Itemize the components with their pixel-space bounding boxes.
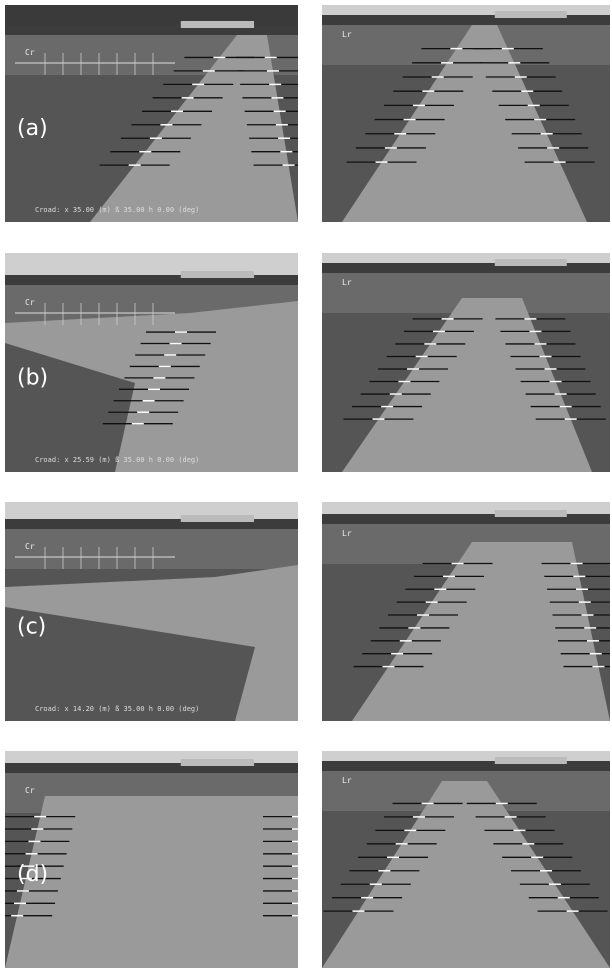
grass-far bbox=[5, 529, 298, 569]
panel-label: (a) bbox=[17, 116, 48, 141]
photo-panel: (d) Cr bbox=[5, 751, 298, 968]
photo-panel: Lr bbox=[322, 751, 610, 968]
photo-panel: (c) Cr Croad: x 14.20 (m) ß 35.00 h 0.00 (… bbox=[5, 502, 298, 721]
building bbox=[495, 11, 567, 18]
photo-panel: Lr bbox=[322, 253, 610, 472]
building bbox=[495, 757, 567, 764]
photo-panel: Lr bbox=[322, 502, 610, 721]
overlay-marker: Lr bbox=[342, 529, 352, 538]
overlay-status: Croad: x 25.59 (m) ß 35.00 h 0.00 (deg) bbox=[35, 456, 199, 464]
building bbox=[181, 21, 254, 28]
overlay-marker: Cr bbox=[25, 48, 35, 57]
road bbox=[5, 796, 298, 968]
photo-panel: (a) Cr Croad: x 35.00 (m) ß 35.00 h 0.00 (… bbox=[5, 5, 298, 222]
building bbox=[181, 759, 254, 766]
panel-label: (b) bbox=[17, 365, 48, 390]
panel-label: (d) bbox=[17, 862, 48, 887]
figure: (a) Cr Croad: x 35.00 (m) ß 35.00 h 0.00 (… bbox=[0, 0, 612, 970]
building bbox=[495, 510, 567, 517]
overlay-marker: Lr bbox=[342, 776, 352, 785]
building bbox=[181, 271, 254, 278]
overlay-marker: Cr bbox=[25, 298, 35, 307]
photo-panel: (b) Cr Croad: x 25.59 (m) ß 35.00 h 0.00 (… bbox=[5, 253, 298, 472]
building bbox=[181, 515, 254, 522]
building bbox=[495, 259, 567, 266]
overlay-marker: Cr bbox=[25, 786, 35, 795]
overlay-status: Croad: x 35.00 (m) ß 35.00 h 0.00 (deg) bbox=[35, 206, 199, 214]
overlay-marker: Lr bbox=[342, 30, 352, 39]
overlay-marker: Lr bbox=[342, 278, 352, 287]
photo-panel: Lr bbox=[322, 5, 610, 222]
overlay-marker: Cr bbox=[25, 542, 35, 551]
panel-label: (c) bbox=[17, 614, 46, 639]
overlay-status: Croad: x 14.20 (m) ß 35.00 h 0.00 (deg) bbox=[35, 705, 199, 713]
